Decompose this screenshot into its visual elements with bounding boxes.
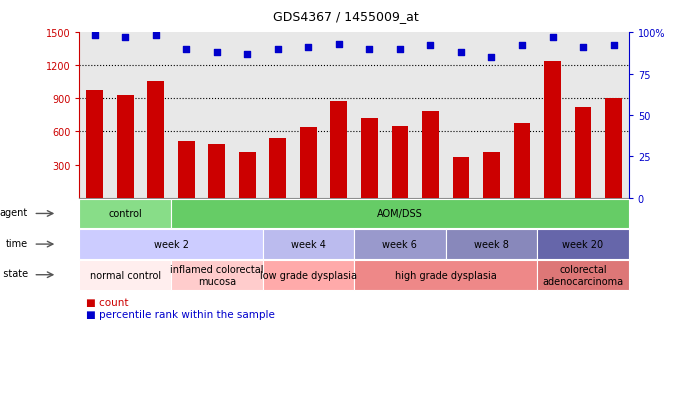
Bar — [79, 199, 171, 229]
Bar — [538, 260, 629, 290]
Text: agent: agent — [0, 207, 28, 217]
Text: normal control: normal control — [90, 270, 161, 280]
Bar — [147, 81, 164, 198]
Text: colorectal
adenocarcinoma: colorectal adenocarcinoma — [542, 264, 623, 286]
Bar — [513, 123, 531, 198]
Bar — [263, 230, 354, 259]
Text: week 8: week 8 — [474, 240, 509, 249]
Point — [608, 43, 619, 50]
Point — [120, 35, 131, 41]
Point — [395, 46, 406, 53]
Bar — [171, 260, 263, 290]
Point — [242, 51, 253, 58]
Bar — [354, 260, 538, 290]
Point — [181, 46, 192, 53]
Point — [547, 35, 558, 41]
Text: week 6: week 6 — [383, 240, 417, 249]
Bar — [422, 111, 439, 198]
Point — [578, 45, 589, 51]
Point — [211, 50, 223, 56]
Bar — [575, 108, 591, 198]
Point — [516, 43, 527, 50]
Text: week 2: week 2 — [153, 240, 189, 249]
Text: ■ count: ■ count — [86, 297, 129, 307]
Point — [455, 50, 466, 56]
Bar — [239, 152, 256, 198]
Bar — [544, 62, 561, 198]
Point — [425, 43, 436, 50]
Text: GDS4367 / 1455009_at: GDS4367 / 1455009_at — [273, 10, 418, 23]
Bar — [453, 157, 469, 198]
Bar — [300, 128, 316, 198]
Bar — [263, 260, 354, 290]
Text: week 4: week 4 — [291, 240, 325, 249]
Bar — [483, 152, 500, 198]
Bar — [178, 142, 195, 198]
Text: time: time — [6, 238, 28, 248]
Bar — [361, 119, 378, 198]
Text: ■ percentile rank within the sample: ■ percentile rank within the sample — [86, 310, 275, 320]
Point — [89, 33, 100, 40]
Text: disease state: disease state — [0, 268, 28, 278]
Bar — [538, 230, 629, 259]
Bar — [171, 199, 629, 229]
Bar — [209, 144, 225, 198]
Bar — [269, 138, 286, 198]
Bar — [605, 99, 622, 198]
Point — [150, 33, 161, 40]
Bar — [354, 230, 446, 259]
Point — [486, 55, 497, 61]
Point — [303, 45, 314, 51]
Bar — [330, 101, 348, 198]
Text: low grade dysplasia: low grade dysplasia — [260, 270, 357, 280]
Bar — [117, 96, 133, 198]
Text: high grade dysplasia: high grade dysplasia — [395, 270, 497, 280]
Text: week 20: week 20 — [562, 240, 604, 249]
Text: control: control — [108, 209, 142, 219]
Point — [333, 41, 344, 48]
Bar — [79, 260, 171, 290]
Bar — [446, 230, 538, 259]
Text: AOM/DSS: AOM/DSS — [377, 209, 423, 219]
Bar — [86, 90, 103, 198]
Bar — [79, 230, 263, 259]
Text: inflamed colorectal
mucosa: inflamed colorectal mucosa — [170, 264, 263, 286]
Point — [364, 46, 375, 53]
Point — [272, 46, 283, 53]
Bar — [392, 127, 408, 198]
